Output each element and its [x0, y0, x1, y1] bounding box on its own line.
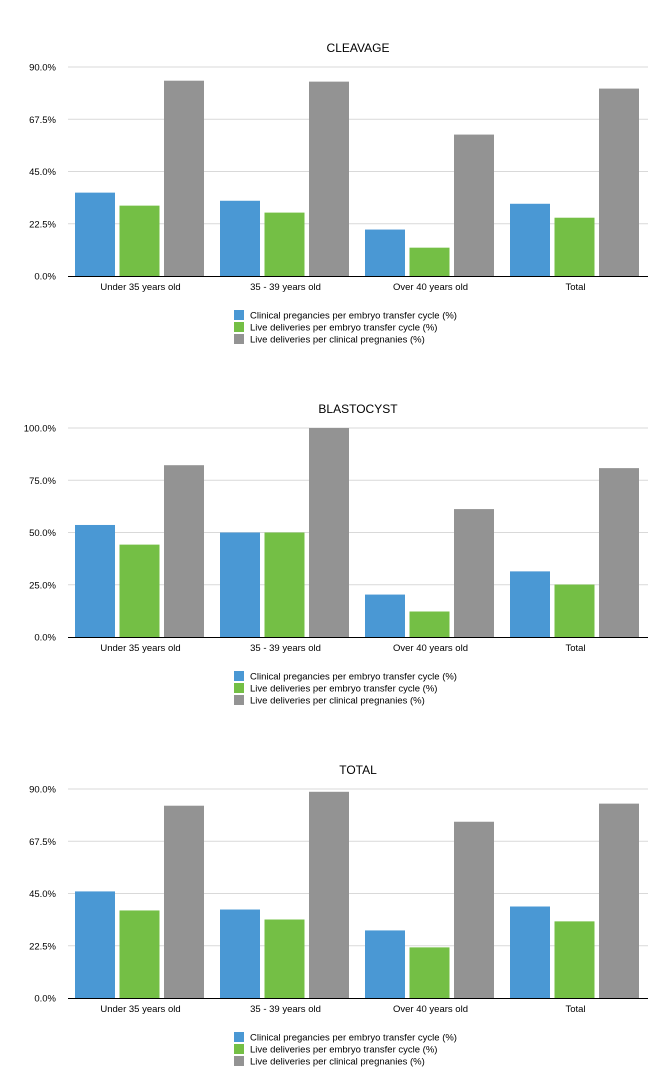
bar[interactable]: Live deliveries per clinical pregnanies … — [599, 88, 639, 276]
bar[interactable]: Clinical pregancies per embryo transfer … — [365, 229, 405, 276]
bar[interactable]: Live deliveries per clinical pregnanies … — [454, 821, 494, 998]
x-category-label: 35 - 39 years old — [250, 1004, 321, 1015]
bar[interactable]: Clinical pregancies per embryo transfer … — [365, 594, 405, 637]
y-tick-label: 67.5% — [29, 837, 56, 848]
legend-label: Clinical pregancies per embryo transfer … — [250, 311, 457, 322]
x-category-label: Over 40 years old — [393, 1004, 468, 1015]
legend-swatch — [234, 1056, 244, 1066]
legend: Clinical pregancies per embryo transfer … — [234, 1032, 457, 1068]
bar[interactable]: Live deliveries per embryo transfer cycl… — [409, 611, 450, 637]
legend-swatch — [234, 310, 244, 320]
x-category-label: Over 40 years old — [393, 282, 468, 293]
chart-total: TOTAL 0.0% 22.5% 45.0% 67.5% 90.0% Clinical pr… — [29, 763, 648, 1068]
x-category-label: Total — [565, 643, 585, 654]
legend: Clinical pregancies per embryo transfer … — [234, 310, 457, 346]
legend-label: Clinical pregancies per embryo transfer … — [250, 672, 457, 683]
legend-label: Live deliveries per clinical pregnanies … — [250, 335, 425, 346]
bar[interactable]: Clinical pregancies per embryo transfer … — [220, 909, 260, 998]
bar[interactable]: Live deliveries per embryo transfer cycl… — [119, 544, 160, 637]
y-tick-label: 0.0% — [34, 994, 56, 1005]
bar[interactable]: Live deliveries per clinical pregnanies … — [164, 80, 204, 276]
x-category-label: Total — [565, 282, 585, 293]
y-tick-label: 100.0% — [24, 424, 57, 435]
legend-swatch — [234, 683, 244, 693]
bar[interactable]: Clinical pregancies per embryo transfer … — [75, 891, 115, 998]
bar[interactable]: Clinical pregancies per embryo transfer … — [75, 192, 115, 276]
bar[interactable]: Clinical pregancies per embryo transfer … — [365, 930, 405, 998]
x-category-label: 35 - 39 years old — [250, 282, 321, 293]
bar[interactable]: Live deliveries per clinical pregnanies … — [454, 134, 494, 276]
legend-label: Live deliveries per clinical pregnanies … — [250, 1057, 425, 1068]
x-category-label: Total — [565, 1004, 585, 1015]
bar[interactable]: Live deliveries per clinical pregnanies … — [164, 465, 204, 637]
legend-label: Live deliveries per embryo transfer cycl… — [250, 1045, 437, 1056]
y-tick-label: 50.0% — [29, 528, 56, 539]
bar[interactable]: Clinical pregancies per embryo transfer … — [220, 200, 260, 276]
chart-title: BLASTOCYST — [318, 402, 398, 416]
bar[interactable]: Live deliveries per clinical pregnanies … — [599, 803, 639, 998]
bar[interactable]: Live deliveries per embryo transfer cycl… — [409, 947, 450, 998]
y-tick-label: 45.0% — [29, 167, 56, 178]
y-tick-label: 22.5% — [29, 219, 56, 230]
chart-blastocyst: BLASTOCYST 0.0% 25.0% 50.0% 75.0% 100.0% Clini… — [24, 402, 648, 707]
legend-swatch — [234, 1044, 244, 1054]
legend-swatch — [234, 671, 244, 681]
bar[interactable]: Clinical pregancies per embryo transfer … — [75, 524, 115, 637]
bar[interactable]: Clinical pregancies per embryo transfer … — [510, 203, 550, 276]
bar[interactable]: Clinical pregancies per embryo transfer … — [510, 571, 550, 637]
x-category-label: Under 35 years old — [100, 1004, 180, 1015]
y-tick-label: 90.0% — [29, 785, 56, 796]
y-tick-label: 25.0% — [29, 580, 56, 591]
legend-swatch — [234, 695, 244, 705]
y-tick-label: 67.5% — [29, 115, 56, 126]
bar[interactable]: Live deliveries per embryo transfer cycl… — [119, 910, 160, 998]
legend-swatch — [234, 322, 244, 332]
x-category-label: Under 35 years old — [100, 643, 180, 654]
bar[interactable]: Live deliveries per embryo transfer cycl… — [554, 921, 595, 998]
bar[interactable]: Live deliveries per clinical pregnanies … — [309, 791, 349, 998]
bar[interactable]: Live deliveries per embryo transfer cycl… — [264, 532, 305, 638]
bar[interactable]: Live deliveries per clinical pregnanies … — [599, 468, 639, 637]
y-tick-label: 0.0% — [34, 633, 56, 644]
bar[interactable]: Live deliveries per embryo transfer cycl… — [264, 919, 305, 998]
bar[interactable]: Live deliveries per embryo transfer cycl… — [119, 205, 160, 276]
chart-title: CLEAVAGE — [327, 41, 390, 55]
y-tick-label: 90.0% — [29, 63, 56, 74]
legend-swatch — [234, 1032, 244, 1042]
bar[interactable]: Live deliveries per embryo transfer cycl… — [409, 247, 450, 276]
legend-label: Live deliveries per clinical pregnanies … — [250, 696, 425, 707]
chart-title: TOTAL — [339, 763, 377, 777]
y-tick-label: 75.0% — [29, 476, 56, 487]
bar[interactable]: Live deliveries per clinical pregnanies … — [309, 428, 349, 637]
legend-label: Clinical pregancies per embryo transfer … — [250, 1033, 457, 1044]
bar[interactable]: Live deliveries per embryo transfer cycl… — [554, 584, 595, 637]
bar[interactable]: Live deliveries per clinical pregnanies … — [164, 805, 204, 998]
x-category-label: 35 - 39 years old — [250, 643, 321, 654]
y-tick-label: 22.5% — [29, 941, 56, 952]
legend-label: Live deliveries per embryo transfer cycl… — [250, 323, 437, 334]
legend-label: Live deliveries per embryo transfer cycl… — [250, 684, 437, 695]
bar[interactable]: Clinical pregancies per embryo transfer … — [220, 532, 260, 638]
y-tick-label: 45.0% — [29, 889, 56, 900]
legend-swatch — [234, 334, 244, 344]
x-category-label: Under 35 years old — [100, 282, 180, 293]
bar[interactable]: Live deliveries per embryo transfer cycl… — [554, 217, 595, 276]
chart-cleavage: CLEAVAGE 0.0% 22.5% 45.0% 67.5% 90.0% Clinical… — [29, 41, 648, 346]
bar[interactable]: Live deliveries per clinical pregnanies … — [309, 81, 349, 276]
bar[interactable]: Live deliveries per clinical pregnanies … — [454, 509, 494, 637]
y-tick-label: 0.0% — [34, 272, 56, 283]
x-category-label: Over 40 years old — [393, 643, 468, 654]
legend: Clinical pregancies per embryo transfer … — [234, 671, 457, 707]
bar[interactable]: Live deliveries per embryo transfer cycl… — [264, 212, 305, 276]
bar[interactable]: Clinical pregancies per embryo transfer … — [510, 906, 550, 998]
